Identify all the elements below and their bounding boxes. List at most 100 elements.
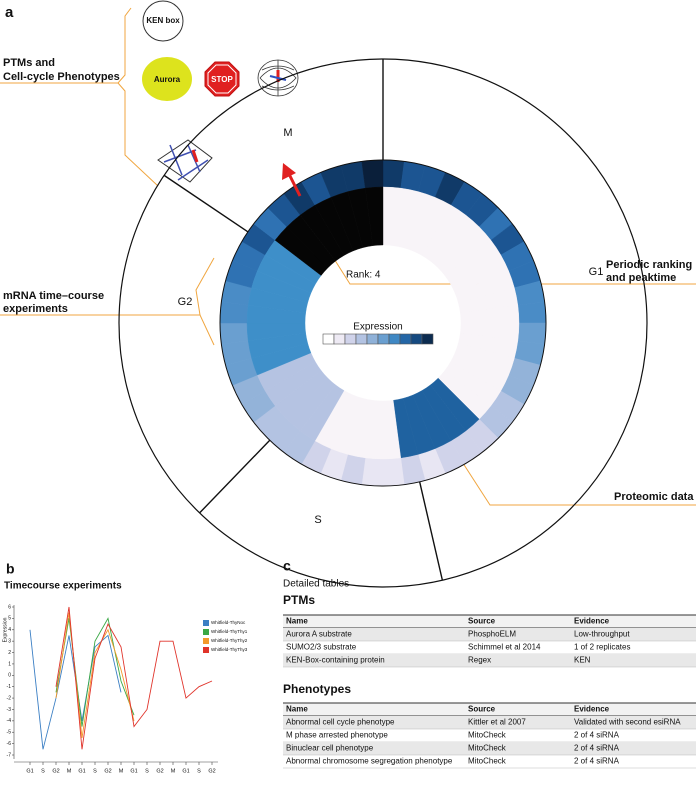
table-header: Evidence	[574, 705, 610, 714]
annotation: and peaktime	[606, 272, 676, 284]
legend-swatch	[203, 629, 209, 635]
legend-swatch	[410, 333, 423, 345]
table-row-bg	[283, 716, 696, 729]
x-tick-label: G1	[130, 768, 137, 774]
table-cell: 2 of 4 siRNA	[574, 744, 620, 753]
series-line	[55, 606, 213, 750]
table-cell: Low-throughput	[574, 630, 630, 639]
legend-swatch	[344, 333, 357, 345]
chart-title: Timecourse experiments	[4, 581, 122, 592]
series-line	[55, 617, 135, 727]
table-row-bg	[283, 742, 696, 755]
x-tick-label: S	[93, 768, 97, 774]
legend-swatch	[322, 333, 335, 345]
y-tick-label: 0	[8, 673, 11, 679]
panel-label: b	[6, 561, 15, 577]
panel-label: a	[5, 4, 14, 21]
y-tick-label: 4	[8, 627, 11, 633]
table-cell: M phase arrested phenotype	[286, 731, 388, 740]
heatmap-cell	[361, 457, 384, 487]
annotation: Cell-cycle Phenotypes	[3, 71, 120, 83]
y-tick-label: -6	[7, 741, 12, 747]
icon-label: KEN box	[146, 16, 180, 25]
table-cell: Regex	[468, 656, 491, 665]
table-cell: Validated with second esiRNA	[574, 718, 681, 727]
stop-icon-border	[207, 64, 237, 94]
table-cell: MitoCheck	[468, 731, 507, 740]
phase-label: S	[314, 514, 321, 526]
panel-label: c	[283, 558, 291, 574]
cell-icon	[157, 139, 213, 183]
y-tick-label: -1	[7, 684, 12, 690]
legend-title: Expression	[353, 322, 402, 333]
heatmap-cell	[517, 301, 547, 324]
x-tick-label: M	[67, 768, 72, 774]
y-axis-label: Expression	[2, 617, 8, 642]
legend-swatch	[377, 333, 390, 345]
table-title: Phenotypes	[283, 682, 351, 696]
legend-swatch	[203, 647, 209, 653]
phase-label: G2	[178, 296, 193, 308]
section-title: Detailed tables	[283, 579, 349, 590]
aurora-icon	[142, 57, 192, 101]
heatmap-cell	[382, 159, 405, 189]
y-tick-label: 1	[8, 661, 11, 667]
heatmap-cell	[361, 159, 384, 189]
table-cell: 2 of 4 siRNA	[574, 731, 620, 740]
y-tick-label: -7	[7, 752, 12, 758]
heatmap-cell	[219, 322, 249, 345]
table-cell: Binuclear cell phenotype	[286, 744, 374, 753]
x-tick-label: G2	[104, 768, 111, 774]
heatmap	[219, 159, 547, 487]
annotation: PTMs and	[3, 57, 55, 69]
rank-label: Rank: 4	[346, 270, 381, 281]
table-header: Evidence	[574, 617, 610, 626]
phase-dividers	[163, 59, 444, 581]
table-cell: SUMO2/3 substrate	[286, 643, 357, 652]
table-title: PTMs	[283, 593, 315, 607]
table-cell: MitoCheck	[468, 744, 507, 753]
annotation: Proteomic data	[614, 491, 694, 503]
heatmap-cell	[517, 322, 547, 345]
phase-divider	[163, 174, 249, 233]
y-tick-label: -2	[7, 695, 12, 701]
y-tick-label: -5	[7, 730, 12, 736]
legend-swatch	[203, 638, 209, 644]
leader-line	[0, 7, 159, 187]
table-header: Source	[468, 705, 496, 714]
y-tick-label: 2	[8, 650, 11, 656]
legend-swatch	[333, 333, 346, 345]
stop-icon	[204, 61, 240, 97]
y-tick-label: -3	[7, 707, 12, 713]
annotation: Periodic ranking	[606, 259, 692, 271]
table-cell: KEN-Box-containing protein	[286, 656, 385, 665]
icon-label: STOP	[211, 75, 233, 84]
table-cell: MitoCheck	[468, 757, 507, 766]
legend-swatch	[355, 333, 368, 345]
table-cell: Schimmel et al 2014	[468, 643, 541, 652]
phase-label: G1	[589, 266, 604, 278]
phase-divider	[418, 481, 444, 581]
annotation: mRNA time–course	[3, 290, 104, 302]
table-cell: Abnormal chromosome segregation phenotyp…	[286, 757, 453, 766]
x-tick-label: M	[171, 768, 176, 774]
heatmap-cell	[382, 457, 405, 487]
table-cell: 2 of 4 siRNA	[574, 757, 620, 766]
x-tick-label: G1	[78, 768, 85, 774]
legend-swatch	[399, 333, 412, 345]
phase-label: M	[283, 127, 292, 139]
legend-swatch	[421, 333, 434, 345]
y-tick-label: 3	[8, 638, 11, 644]
table-header: Name	[286, 705, 308, 714]
x-tick-label: M	[119, 768, 124, 774]
phase-divider	[199, 439, 271, 514]
x-tick-label: G1	[182, 768, 189, 774]
x-tick-label: S	[41, 768, 45, 774]
table-header: Name	[286, 617, 308, 626]
heatmap-cell	[365, 186, 384, 246]
x-tick-label: G2	[156, 768, 163, 774]
x-tick-label: S	[145, 768, 149, 774]
legend-swatch	[366, 333, 379, 345]
